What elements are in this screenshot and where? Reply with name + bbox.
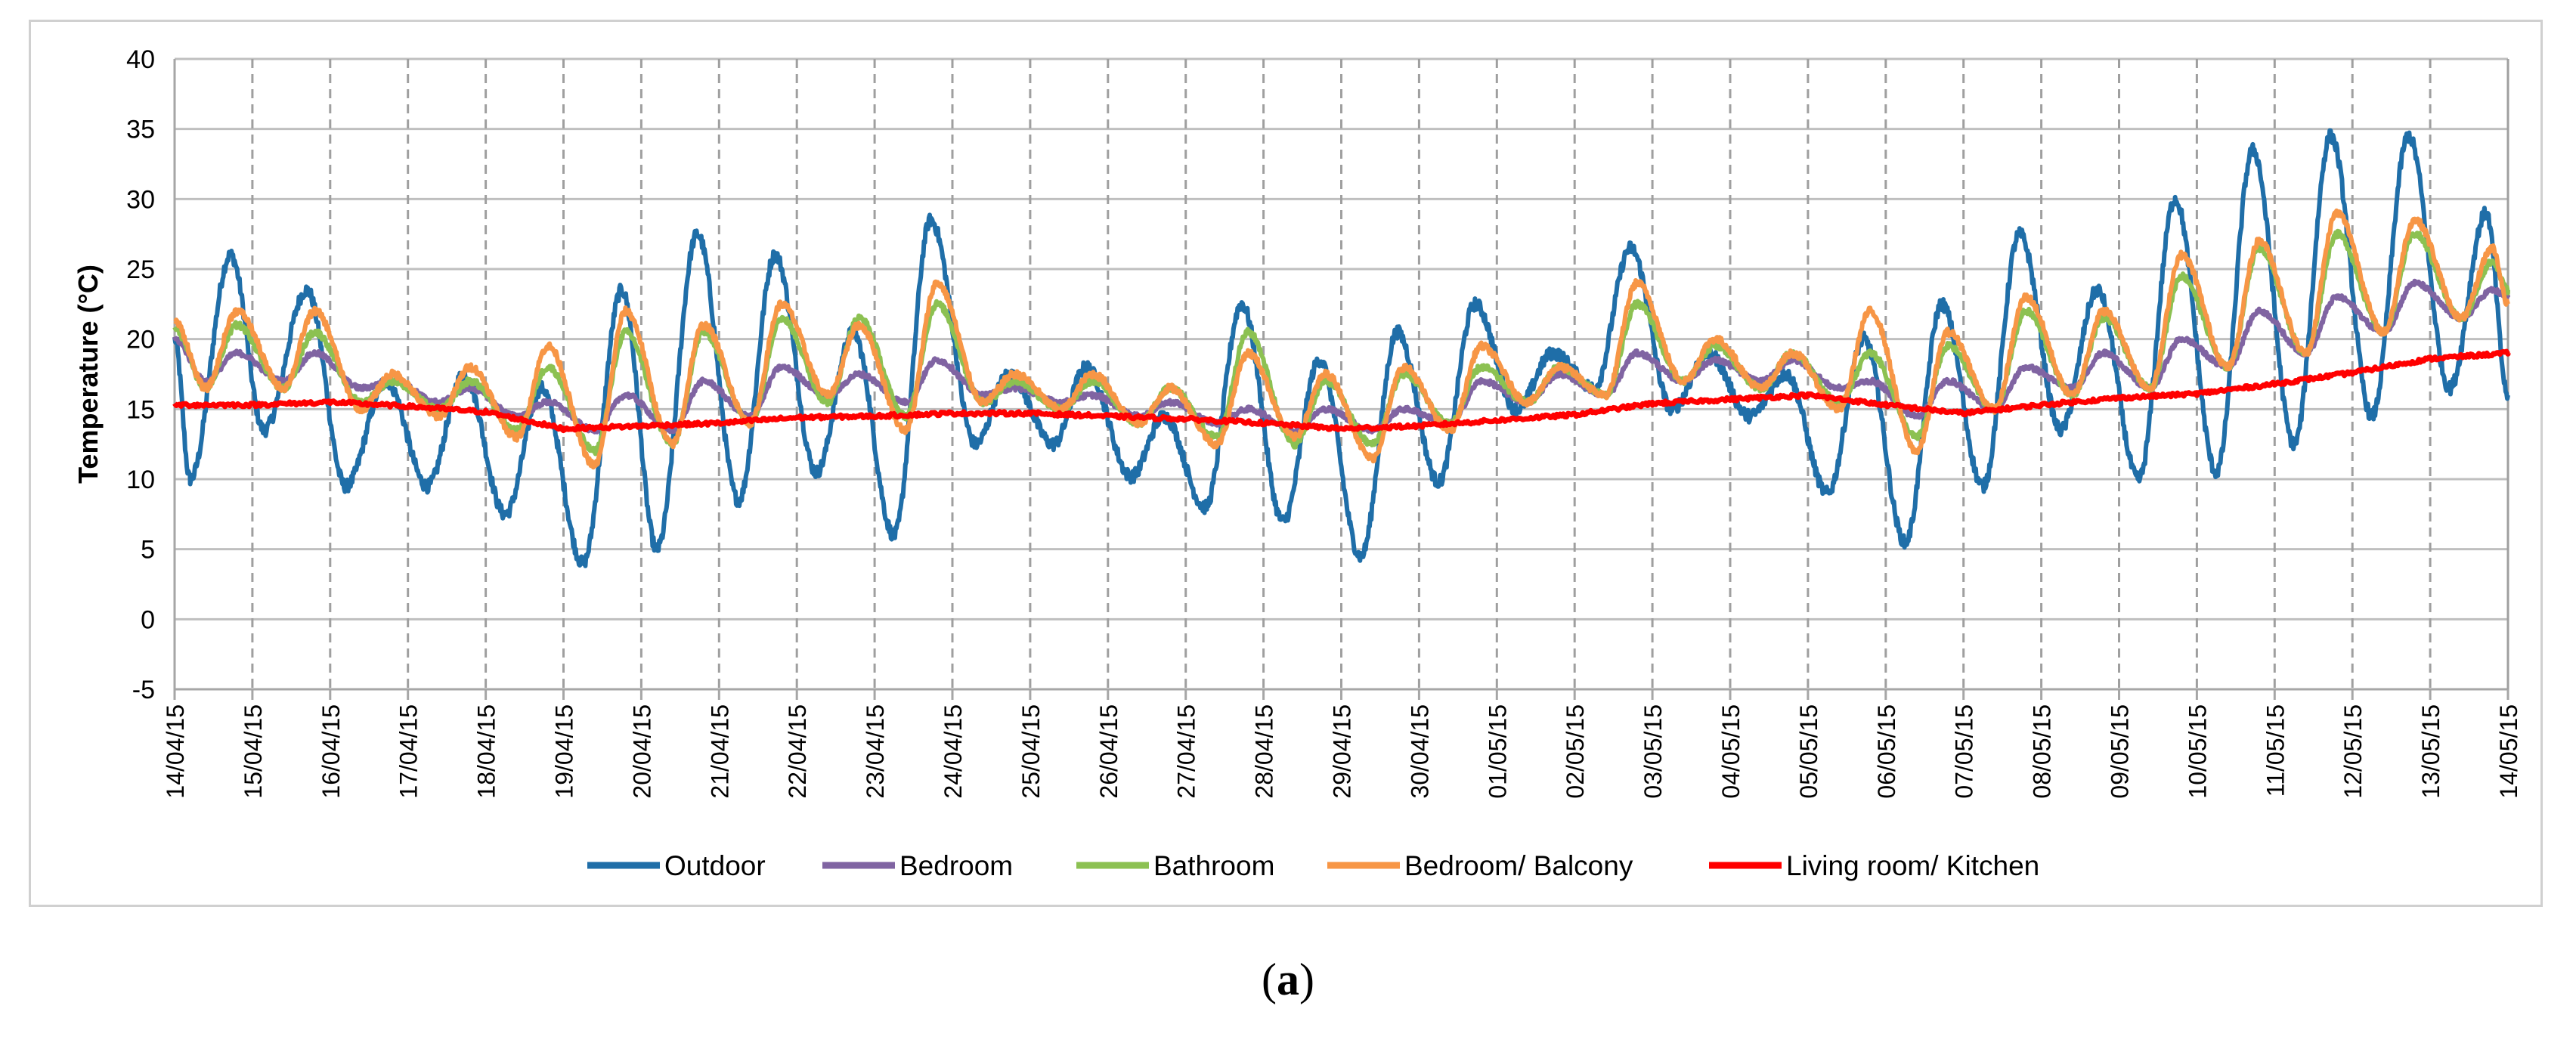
x-tick-label: 04/05/15 — [1717, 704, 1745, 799]
x-tick-label: 03/05/15 — [1639, 704, 1667, 799]
y-tick-label: 30 — [126, 185, 155, 214]
legend-label: Outdoor — [664, 850, 766, 881]
x-tick-label: 26/04/15 — [1095, 704, 1122, 799]
y-tick-label: 15 — [126, 395, 155, 424]
x-tick-label: 21/04/15 — [706, 704, 733, 799]
legend-label: Living room/ Kitchen — [1786, 850, 2039, 881]
series-line-5 — [172, 348, 2511, 434]
y-tick-label: 5 — [141, 536, 155, 565]
figure-caption: (a) — [0, 954, 2576, 1006]
caption-label: a — [1277, 955, 1299, 1004]
x-tick-label: 12/05/15 — [2339, 704, 2367, 799]
x-tick-label: 22/04/15 — [784, 704, 811, 799]
x-tick-label: 14/04/15 — [162, 704, 189, 799]
x-tick-label: 06/05/15 — [1873, 704, 1900, 799]
x-tick-label: 19/04/15 — [551, 704, 578, 799]
series-line-1 — [172, 128, 2510, 568]
series-line-2 — [172, 278, 2510, 435]
y-tick-label: 0 — [141, 605, 155, 634]
x-tick-label: 29/04/15 — [1329, 704, 1356, 799]
x-tick-label: 08/05/15 — [2029, 704, 2056, 799]
x-tick-label: 27/04/15 — [1173, 704, 1200, 799]
y-tick-label: 10 — [126, 466, 155, 494]
chart-frame: -5 0 5 10 15 20 25 30 35 40 14/04/15 15/04/15 16/04/… — [29, 20, 2543, 907]
x-tick-label: 16/04/15 — [317, 704, 345, 799]
x-tick-label: 07/05/15 — [1951, 704, 1978, 799]
x-tick-label: 02/05/15 — [1562, 704, 1589, 799]
temperature-chart: -5 0 5 10 15 20 25 30 35 40 14/04/15 15/04/15 16/04/… — [73, 45, 2522, 881]
x-tick-label: 25/04/15 — [1017, 704, 1045, 799]
x-tick-label: 18/04/15 — [473, 704, 500, 799]
legend-label: Bedroom/ Balcony — [1404, 850, 1633, 881]
x-tick-label: 14/05/15 — [2495, 704, 2522, 799]
y-tick-label: -5 — [132, 676, 155, 704]
caption-close: ) — [1299, 955, 1314, 1004]
legend-label: Bedroom — [899, 850, 1013, 881]
legend-label: Bathroom — [1153, 850, 1274, 881]
x-tick-label: 11/05/15 — [2262, 704, 2289, 797]
series-line-4 — [173, 208, 2510, 470]
x-tick-label: 13/05/15 — [2417, 704, 2444, 799]
x-tick-label: 30/04/15 — [1406, 704, 1433, 799]
x-tick-label: 24/04/15 — [940, 704, 967, 799]
x-tick-label: 28/04/15 — [1251, 704, 1278, 799]
y-tick-label: 25 — [126, 255, 155, 284]
y-tick-label: 35 — [126, 116, 155, 144]
y-tick-label: 20 — [126, 326, 155, 354]
x-tick-label: 09/05/15 — [2107, 704, 2134, 799]
x-tick-label: 23/04/15 — [862, 704, 889, 799]
caption-open: ( — [1262, 955, 1277, 1004]
y-tick-label: 40 — [126, 45, 155, 74]
x-tick-label: 05/05/15 — [1795, 704, 1822, 799]
x-tick-label: 20/04/15 — [628, 704, 655, 799]
y-axis-title: Temperature (°C) — [73, 265, 104, 484]
x-tick-label: 15/04/15 — [240, 704, 267, 799]
x-tick-label: 17/04/15 — [395, 704, 423, 799]
x-tick-label: 01/05/15 — [1484, 704, 1511, 799]
x-tick-label: 10/05/15 — [2184, 704, 2211, 799]
